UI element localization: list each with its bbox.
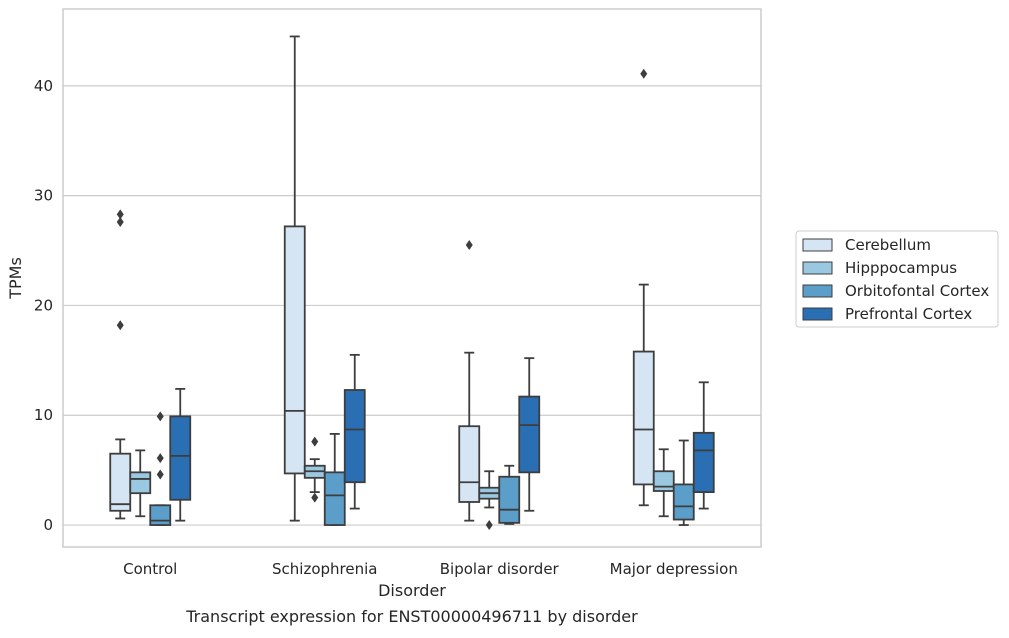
box-hipppocampus — [478, 470, 501, 531]
y-tick-label: 30 — [34, 187, 53, 205]
legend-entry-label: Orbitofontal Cortex — [845, 282, 989, 300]
outlier-point — [311, 436, 319, 447]
legend-frame — [795, 230, 999, 328]
box-body — [109, 452, 132, 512]
box-body — [149, 504, 172, 526]
box-orbitofontal-cortex — [498, 464, 521, 525]
box-body — [672, 483, 695, 521]
y-tick-label: 40 — [34, 77, 53, 95]
legend-entry-label: Cerebellum — [845, 236, 931, 254]
box-prefrontal-cortex — [692, 381, 715, 510]
legend-entry-label: Prefrontal Cortex — [845, 305, 972, 323]
box-cerebellum — [458, 240, 481, 522]
box-body — [458, 425, 481, 503]
chart-caption: Transcript expression for ENST0000049671… — [185, 607, 638, 626]
box-cerebellum — [632, 68, 655, 507]
y-tick-label: 10 — [34, 406, 53, 424]
x-tick-label: Major depression — [610, 560, 738, 578]
box-body — [129, 471, 152, 495]
box-body — [632, 350, 655, 486]
legend-swatch — [802, 284, 833, 298]
y-tick-label: 20 — [34, 296, 53, 314]
box-prefrontal-cortex — [343, 353, 366, 510]
box-body — [652, 470, 675, 492]
box-body — [323, 471, 346, 526]
legend-swatch — [802, 261, 833, 275]
legend-entry-label: Hipppocampus — [845, 259, 957, 277]
box-cerebellum — [283, 35, 306, 522]
x-tick-label: Control — [123, 560, 177, 578]
box-body — [498, 475, 521, 524]
outlier-point — [640, 68, 648, 79]
box-orbitofontal-cortex — [323, 433, 346, 526]
box-hipppocampus — [652, 448, 675, 518]
x-axis-label: Disorder — [378, 581, 446, 600]
outlier-point — [156, 453, 164, 464]
outlier-point — [116, 209, 124, 220]
box-orbitofontal-cortex — [149, 411, 172, 526]
box-hipppocampus — [129, 449, 152, 518]
y-tick-label: 0 — [43, 516, 53, 534]
legend: Cerebellum Hipppocampus Orbitofontal Corte… — [795, 230, 999, 328]
outlier-point — [156, 469, 164, 480]
box-prefrontal-cortex — [518, 357, 541, 512]
x-tick-label: Schizophrenia — [272, 560, 377, 578]
box-body — [169, 415, 192, 501]
outlier-point — [116, 217, 124, 228]
plot-area — [62, 8, 762, 548]
box-body — [283, 225, 306, 475]
box-body — [343, 389, 366, 484]
y-tick-labels: 0 10 20 30 40 — [34, 77, 53, 534]
y-axis-label: TPMs — [6, 257, 25, 300]
box-body — [692, 431, 715, 494]
outlier-point — [485, 520, 493, 531]
outlier-point — [156, 411, 164, 422]
x-tick-labels: Control Schizophrenia Bipolar disorder Majo… — [123, 560, 738, 578]
box-body — [518, 395, 541, 474]
x-tick-label: Bipolar disorder — [440, 560, 560, 578]
outlier-point — [465, 240, 473, 251]
outlier-point — [116, 320, 124, 331]
box-groups — [109, 35, 715, 531]
outlier-point — [311, 492, 319, 503]
box-orbitofontal-cortex — [672, 439, 695, 526]
box-prefrontal-cortex — [169, 387, 192, 522]
legend-swatch — [802, 307, 833, 321]
legend-swatch — [802, 238, 833, 252]
